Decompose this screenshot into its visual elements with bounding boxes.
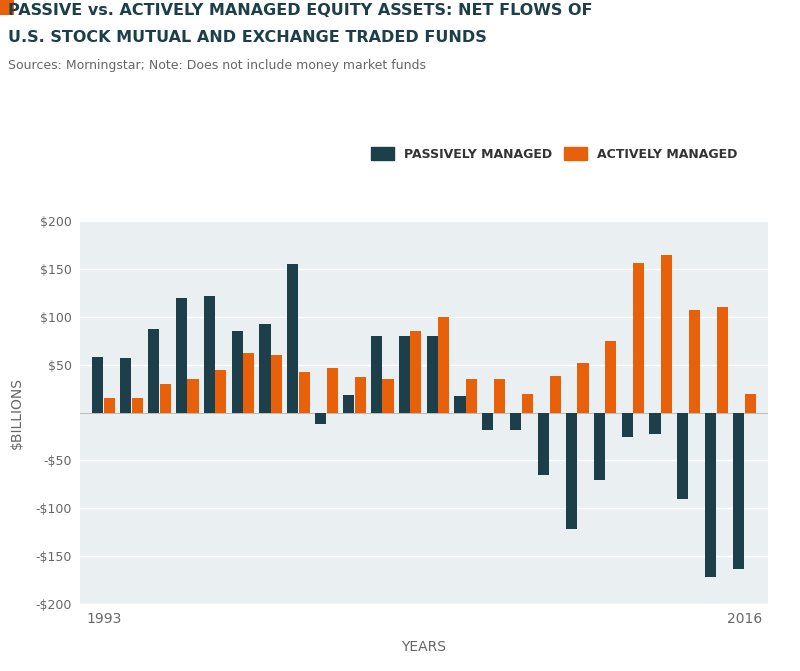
Text: U.S. STOCK MUTUAL AND EXCHANGE TRADED FUNDS: U.S. STOCK MUTUAL AND EXCHANGE TRADED FU… [8,30,486,45]
Text: Sources: Morningstar; Note: Does not include money market funds: Sources: Morningstar; Note: Does not inc… [8,59,426,72]
Y-axis label: $BILLIONS: $BILLIONS [10,376,24,449]
Bar [326,368,338,413]
Bar [215,370,226,413]
Bar [717,307,728,413]
Bar [633,262,644,413]
Bar [466,379,477,413]
Bar [494,379,505,413]
Bar [243,354,254,413]
Bar [176,298,187,413]
X-axis label: YEARS: YEARS [402,640,446,654]
Bar [538,413,549,475]
Bar [426,336,438,413]
Legend: PASSIVELY MANAGED, ACTIVELY MANAGED: PASSIVELY MANAGED, ACTIVELY MANAGED [368,144,741,164]
Bar [678,413,689,499]
Bar [410,331,422,413]
Bar [454,397,466,413]
Bar [343,395,354,413]
Bar [159,384,170,413]
Bar [120,358,131,413]
Bar [482,413,494,430]
Bar [187,379,198,413]
Bar [132,399,143,413]
Bar [606,341,617,413]
Bar [522,393,533,413]
Bar [550,376,561,413]
Bar [398,336,410,413]
Text: PASSIVE vs. ACTIVELY MANAGED EQUITY ASSETS: NET FLOWS OF: PASSIVE vs. ACTIVELY MANAGED EQUITY ASSE… [8,3,593,18]
Bar [287,264,298,413]
Bar [745,393,756,413]
Bar [594,413,605,480]
Bar [231,331,242,413]
Bar [650,413,661,433]
Bar [204,296,215,413]
Bar [382,379,394,413]
Bar [438,317,450,413]
Bar [578,363,589,413]
Bar [299,372,310,413]
Bar [104,399,115,413]
Bar [315,413,326,424]
Bar [354,377,366,413]
Bar [92,357,103,413]
Bar [661,255,672,413]
Bar [705,413,716,577]
Bar [510,413,522,430]
Bar [259,323,270,413]
Bar [689,311,700,413]
Bar [622,413,633,437]
Bar [148,329,159,413]
Bar [271,356,282,413]
Bar [371,336,382,413]
Bar [566,413,577,529]
Bar [733,413,744,568]
